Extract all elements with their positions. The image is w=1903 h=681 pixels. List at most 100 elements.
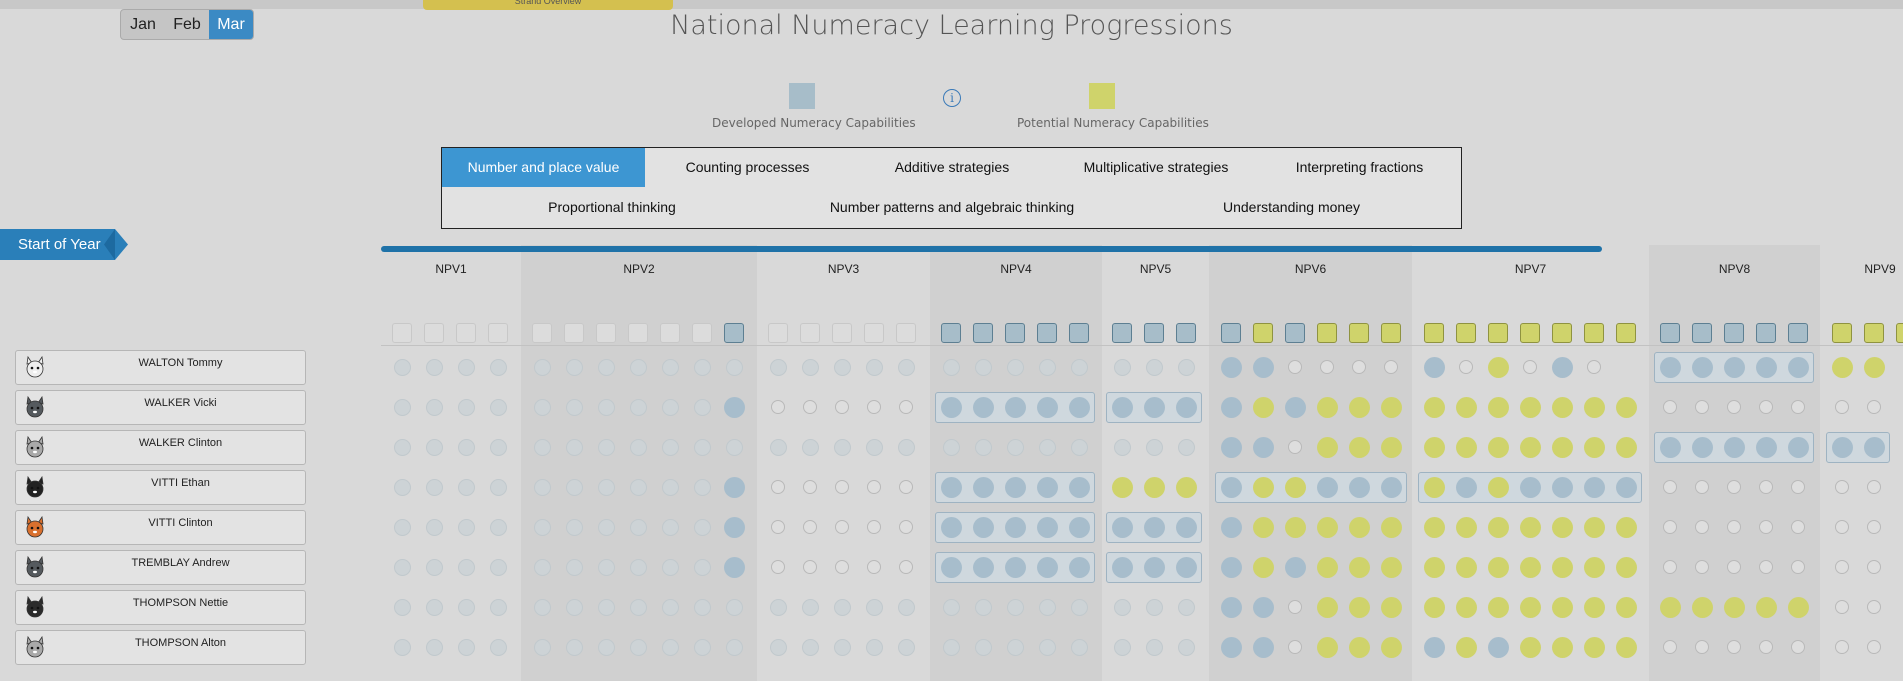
capability-dot[interactable]	[1004, 556, 1026, 578]
capability-dot[interactable]	[1663, 560, 1677, 574]
strand-multiplicative-strategies[interactable]: Multiplicative strategies	[1083, 159, 1229, 175]
capability-dot[interactable]	[1423, 516, 1445, 538]
capability-dot[interactable]	[1487, 476, 1509, 498]
capability-dot[interactable]	[425, 358, 443, 376]
capability-dot[interactable]	[629, 478, 647, 496]
capability-dot[interactable]	[629, 598, 647, 616]
capability-dot[interactable]	[1220, 396, 1242, 418]
capability-box[interactable]	[1756, 323, 1776, 343]
capability-box[interactable]	[941, 323, 961, 343]
capability-dot[interactable]	[1036, 396, 1058, 418]
capability-dot[interactable]	[1220, 436, 1242, 458]
capability-dot[interactable]	[865, 438, 883, 456]
capability-dot[interactable]	[1070, 438, 1088, 456]
capability-dot[interactable]	[1867, 400, 1881, 414]
capability-dot[interactable]	[801, 438, 819, 456]
capability-dot[interactable]	[489, 358, 507, 376]
capability-dot[interactable]	[1787, 596, 1809, 618]
student-card[interactable]: VITTI Ethan	[15, 470, 306, 505]
capability-box[interactable]	[660, 323, 680, 343]
capability-dot[interactable]	[425, 438, 443, 456]
capability-dot[interactable]	[940, 516, 962, 538]
capability-box[interactable]	[1424, 323, 1444, 343]
capability-dot[interactable]	[693, 358, 711, 376]
capability-box[interactable]	[1864, 323, 1884, 343]
capability-dot[interactable]	[1787, 436, 1809, 458]
capability-dot[interactable]	[835, 560, 849, 574]
student-card[interactable]: WALKER Clinton	[15, 430, 306, 465]
capability-box[interactable]	[1896, 323, 1903, 343]
capability-dot[interactable]	[1177, 438, 1195, 456]
capability-dot[interactable]	[1455, 636, 1477, 658]
capability-dot[interactable]	[565, 358, 583, 376]
capability-dot[interactable]	[771, 480, 785, 494]
capability-dot[interactable]	[1352, 360, 1366, 374]
capability-dot[interactable]	[661, 398, 679, 416]
capability-box[interactable]	[564, 323, 584, 343]
capability-box[interactable]	[973, 323, 993, 343]
capability-dot[interactable]	[1615, 516, 1637, 538]
capability-dot[interactable]	[1691, 356, 1713, 378]
capability-dot[interactable]	[1111, 516, 1133, 538]
capability-dot[interactable]	[1759, 640, 1773, 654]
capability-dot[interactable]	[1038, 358, 1056, 376]
capability-dot[interactable]	[1487, 516, 1509, 538]
strand-additive-strategies[interactable]: Additive strategies	[894, 159, 1010, 175]
capability-dot[interactable]	[1070, 358, 1088, 376]
capability-dot[interactable]	[723, 556, 745, 578]
capability-dot[interactable]	[1583, 516, 1605, 538]
capability-dot[interactable]	[1380, 476, 1402, 498]
capability-dot[interactable]	[1038, 438, 1056, 456]
capability-dot[interactable]	[565, 518, 583, 536]
capability-dot[interactable]	[489, 518, 507, 536]
capability-dot[interactable]	[1220, 556, 1242, 578]
capability-dot[interactable]	[1220, 476, 1242, 498]
capability-dot[interactable]	[457, 478, 475, 496]
info-circle-icon[interactable]: i	[943, 89, 961, 107]
capability-box[interactable]	[596, 323, 616, 343]
start-of-year-marker[interactable]: Start of Year	[0, 229, 128, 260]
capability-dot[interactable]	[833, 438, 851, 456]
capability-dot[interactable]	[771, 520, 785, 534]
capability-dot[interactable]	[1006, 598, 1024, 616]
capability-dot[interactable]	[1791, 480, 1805, 494]
capability-dot[interactable]	[629, 438, 647, 456]
capability-dot[interactable]	[1615, 556, 1637, 578]
capability-dot[interactable]	[533, 518, 551, 536]
capability-dot[interactable]	[1663, 520, 1677, 534]
capability-box[interactable]	[1832, 323, 1852, 343]
capability-dot[interactable]	[1695, 400, 1709, 414]
capability-dot[interactable]	[1519, 596, 1541, 618]
capability-dot[interactable]	[597, 438, 615, 456]
capability-dot[interactable]	[940, 396, 962, 418]
capability-dot[interactable]	[1727, 480, 1741, 494]
student-card[interactable]: VITTI Clinton	[15, 510, 306, 545]
capability-dot[interactable]	[1380, 436, 1402, 458]
capability-dot[interactable]	[489, 598, 507, 616]
capability-dot[interactable]	[1006, 438, 1024, 456]
capability-box[interactable]	[392, 323, 412, 343]
capability-dot[interactable]	[1220, 636, 1242, 658]
capability-box[interactable]	[1005, 323, 1025, 343]
capability-dot[interactable]	[457, 398, 475, 416]
capability-dot[interactable]	[1551, 636, 1573, 658]
capability-dot[interactable]	[1863, 356, 1885, 378]
capability-dot[interactable]	[565, 398, 583, 416]
capability-dot[interactable]	[1487, 436, 1509, 458]
month-feb-button[interactable]: Feb	[173, 16, 201, 33]
capability-dot[interactable]	[1252, 556, 1274, 578]
capability-dot[interactable]	[942, 358, 960, 376]
capability-dot[interactable]	[942, 598, 960, 616]
capability-dot[interactable]	[693, 638, 711, 656]
capability-dot[interactable]	[1284, 516, 1306, 538]
capability-dot[interactable]	[629, 358, 647, 376]
capability-dot[interactable]	[425, 558, 443, 576]
capability-dot[interactable]	[1384, 360, 1398, 374]
capability-box[interactable]	[724, 323, 744, 343]
capability-dot[interactable]	[1723, 436, 1745, 458]
capability-dot[interactable]	[661, 598, 679, 616]
capability-dot[interactable]	[1695, 640, 1709, 654]
capability-dot[interactable]	[1068, 516, 1090, 538]
capability-dot[interactable]	[1519, 396, 1541, 418]
capability-dot[interactable]	[942, 438, 960, 456]
